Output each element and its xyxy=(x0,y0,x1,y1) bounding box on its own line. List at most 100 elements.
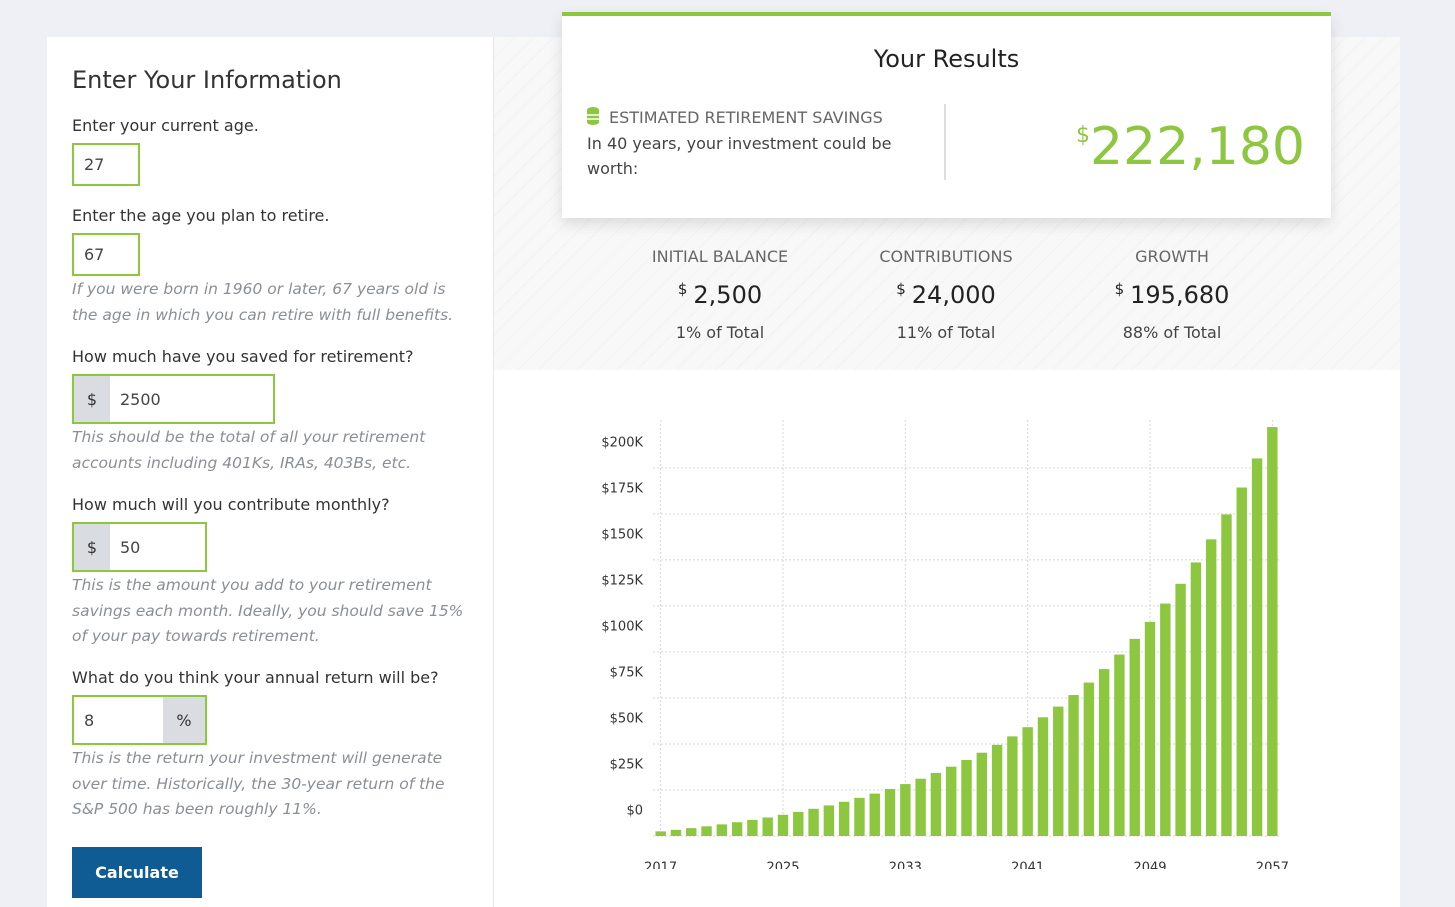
bar xyxy=(655,831,666,836)
summary-label: INITIAL BALANCE xyxy=(651,247,789,266)
bar xyxy=(961,759,972,836)
divider xyxy=(944,104,946,180)
bar xyxy=(777,814,789,836)
y-tick-label: $125K xyxy=(601,573,643,588)
calculate-button[interactable]: Calculate xyxy=(72,847,202,898)
summary-amount: $195,680 xyxy=(1062,280,1282,309)
bar xyxy=(1083,682,1095,836)
bar xyxy=(1053,706,1064,836)
input-value: 50 xyxy=(120,537,141,557)
bar xyxy=(731,822,743,836)
bar xyxy=(869,793,880,836)
bar xyxy=(1175,583,1186,836)
summary-amount: $2,500 xyxy=(610,280,830,309)
field-help: If you were born in 1960 or later, 67 ye… xyxy=(72,280,454,324)
bar xyxy=(1205,539,1217,836)
field-help: This is the amount you add to your retir… xyxy=(72,576,464,645)
bar xyxy=(762,817,773,836)
y-tick-label: $175K xyxy=(601,481,643,496)
field-help: This should be the total of all your ret… xyxy=(72,428,426,472)
bar xyxy=(1190,562,1202,836)
x-tick-label: 2057 xyxy=(1256,861,1289,870)
bar xyxy=(991,744,1003,836)
bar xyxy=(1098,669,1110,836)
savings-icon xyxy=(587,107,599,125)
bar xyxy=(1114,654,1125,836)
results-card xyxy=(562,12,1331,218)
y-tick-label: $25K xyxy=(610,757,644,772)
x-tick-label: 2025 xyxy=(766,861,799,870)
bar xyxy=(1129,638,1140,836)
bar xyxy=(915,778,926,836)
bar xyxy=(1144,621,1156,836)
field-label: What do you think your annual return wil… xyxy=(72,668,439,687)
bar xyxy=(1068,695,1079,836)
y-tick-label: $200K xyxy=(601,435,643,450)
field-label: How much have you saved for retirement? xyxy=(72,347,414,366)
bar xyxy=(1007,736,1018,836)
bar xyxy=(701,826,712,836)
bar xyxy=(1267,427,1278,836)
currency: $ xyxy=(1075,123,1090,148)
total-amount: 222,180 xyxy=(1089,117,1305,177)
input-value: 2500 xyxy=(120,389,161,409)
amount: 195,680 xyxy=(1130,281,1230,309)
bar xyxy=(1160,603,1171,836)
bar xyxy=(716,824,728,836)
bar xyxy=(838,801,850,836)
bar xyxy=(946,766,957,836)
bar xyxy=(808,808,819,836)
y-tick-label: $50K xyxy=(610,711,644,726)
currency: $ xyxy=(896,280,906,298)
x-tick-label: 2049 xyxy=(1133,861,1166,870)
summary-label: GROWTH xyxy=(1135,247,1209,266)
summary-share: 11% of Total xyxy=(896,323,996,342)
retire-age-input[interactable]: 67 xyxy=(72,233,140,276)
bar xyxy=(1037,717,1049,836)
bar xyxy=(1251,458,1263,836)
bar xyxy=(884,789,896,836)
bar xyxy=(793,811,804,836)
icon-part xyxy=(587,119,599,125)
summary-amount: $24,000 xyxy=(836,280,1056,309)
age-input[interactable]: 27 xyxy=(72,143,140,186)
field-label: Enter the age you plan to retire. xyxy=(72,206,330,225)
currency: $ xyxy=(677,280,688,298)
amount: 2,500 xyxy=(693,281,763,309)
results-text: In 40 years, your investment could be wo… xyxy=(587,134,892,178)
prefix: $ xyxy=(74,524,110,570)
bar xyxy=(854,797,865,836)
bar xyxy=(1022,727,1033,836)
savings-input[interactable]: $ 2500 xyxy=(72,374,275,424)
bar xyxy=(930,772,942,836)
bar xyxy=(900,784,911,836)
y-tick-label: $75K xyxy=(610,665,644,680)
field-label: Enter your current age. xyxy=(72,116,259,135)
bar xyxy=(1221,514,1232,836)
x-tick-label: 2041 xyxy=(1011,861,1044,870)
form-title: Enter Your Information xyxy=(72,66,342,94)
return-input[interactable]: 8 % xyxy=(72,695,207,745)
bar xyxy=(976,752,987,836)
y-tick-label: $0 xyxy=(626,804,643,819)
monthly-input[interactable]: $ 50 xyxy=(72,522,207,572)
results-heading: ESTIMATED RETIREMENT SAVINGS xyxy=(609,108,883,127)
suffix: % xyxy=(163,697,205,743)
x-tick-label: 2017 xyxy=(644,861,677,870)
bar xyxy=(670,829,682,836)
y-tick-label: $100K xyxy=(601,619,643,634)
field-label: How much will you contribute monthly? xyxy=(72,495,390,514)
bar xyxy=(747,819,758,836)
prefix: $ xyxy=(74,376,110,422)
input-value: 8 xyxy=(84,710,95,730)
amount: 24,000 xyxy=(911,281,996,309)
currency: $ xyxy=(1114,280,1125,298)
chart: 2017 2025 2033 2041 2049 2057 $0 $25K $50K $75K $1… xyxy=(601,420,1289,870)
field-help: This is the return your investment will … xyxy=(72,749,445,818)
y-tick-label: $150K xyxy=(601,527,643,542)
bar xyxy=(823,805,835,836)
results-title: Your Results xyxy=(873,45,1020,73)
bar xyxy=(686,828,697,836)
bar xyxy=(1236,487,1247,836)
